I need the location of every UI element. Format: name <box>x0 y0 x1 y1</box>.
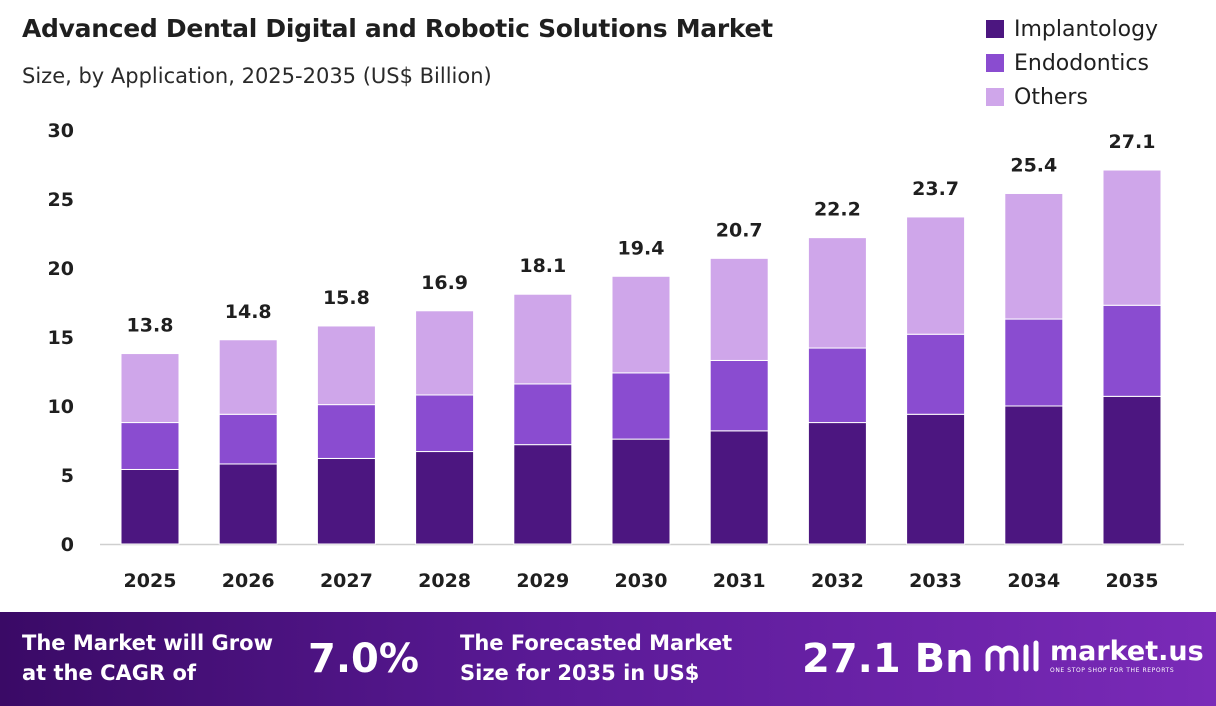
bar-segment-others <box>709 257 769 361</box>
market-us-logo: market.us ONE STOP SHOP FOR THE REPORTS <box>984 638 1204 676</box>
forecast-label-line2: Size for 2035 in US$ <box>460 661 700 685</box>
logo-name: market.us <box>1050 636 1204 667</box>
cagr-label-line2: at the CAGR of <box>22 661 197 685</box>
bar-segment-endodontics <box>709 359 769 432</box>
bar-segment-endodontics <box>1102 304 1162 397</box>
bar-segment-others <box>611 275 671 374</box>
bar-segment-endodontics <box>415 394 475 453</box>
bar-segment-implantology <box>611 438 671 545</box>
chart-legend: Implantology Endodontics Others <box>986 12 1158 114</box>
y-tick-label: 25 <box>48 189 74 211</box>
forecast-label-line1: The Forecasted Market <box>460 631 733 655</box>
x-tick-label: 2030 <box>615 570 668 592</box>
footer-banner: The Market will Grow at the CAGR of 7.0%… <box>0 612 1216 706</box>
bar-segment-implantology <box>709 430 769 545</box>
bar-total-label: 13.8 <box>127 315 174 337</box>
bar-segment-implantology <box>415 451 475 545</box>
x-tick-label: 2035 <box>1106 570 1159 592</box>
forecast-label: The Forecasted Market Size for 2035 in U… <box>460 628 732 688</box>
bar-segment-implantology <box>218 463 278 545</box>
bar-segment-others <box>1102 169 1162 306</box>
bar-segment-endodontics <box>513 383 573 446</box>
bar-segment-implantology <box>120 468 180 545</box>
bar-segment-endodontics <box>611 372 671 440</box>
cagr-value: 7.0% <box>308 636 419 682</box>
y-tick-label: 5 <box>61 465 74 487</box>
x-tick-label: 2026 <box>222 570 275 592</box>
bar-segment-implantology <box>807 422 867 545</box>
legend-item-implantology: Implantology <box>986 12 1158 46</box>
bar-total-label: 25.4 <box>1010 154 1057 176</box>
x-tick-label: 2033 <box>909 570 962 592</box>
bar-segment-others <box>316 325 376 406</box>
x-tick-label: 2032 <box>811 570 864 592</box>
bar-total-label: 23.7 <box>912 178 959 200</box>
y-tick-label: 20 <box>48 258 74 280</box>
bar-total-label: 16.9 <box>421 272 468 294</box>
bar-segment-implantology <box>906 413 966 545</box>
bar-segment-implantology <box>1102 395 1162 545</box>
bar-total-label: 14.8 <box>225 301 272 323</box>
y-tick-label: 30 <box>48 120 74 142</box>
bar-segment-implantology <box>1004 405 1064 545</box>
bar-segment-endodontics <box>120 422 180 470</box>
bar-segment-endodontics <box>906 333 966 415</box>
bar-segment-implantology <box>513 444 573 545</box>
x-tick-label: 2034 <box>1007 570 1060 592</box>
bar-total-label: 20.7 <box>716 219 763 241</box>
legend-swatch-endodontics <box>986 54 1004 72</box>
chart-title: Advanced Dental Digital and Robotic Solu… <box>22 14 773 43</box>
y-tick-label: 10 <box>48 396 74 418</box>
bar-segment-implantology <box>316 457 376 545</box>
legend-label-others: Others <box>1014 84 1088 110</box>
x-tick-label: 2028 <box>418 570 471 592</box>
legend-item-others: Others <box>986 80 1158 114</box>
market-us-logo-icon <box>985 640 1039 672</box>
cagr-label-line1: The Market will Grow <box>22 631 273 655</box>
bar-total-label: 27.1 <box>1109 131 1156 153</box>
bar-segment-others <box>415 310 475 396</box>
bar-segment-others <box>120 353 180 424</box>
bar-segment-endodontics <box>1004 318 1064 407</box>
y-tick-label: 15 <box>48 327 74 349</box>
bar-segment-endodontics <box>218 413 278 465</box>
bar-total-label: 15.8 <box>323 287 370 309</box>
legend-swatch-implantology <box>986 20 1004 38</box>
bar-total-label: 22.2 <box>814 199 861 221</box>
bar-segment-others <box>218 339 278 415</box>
logo-tagline: ONE STOP SHOP FOR THE REPORTS <box>1050 667 1175 674</box>
bar-segment-others <box>906 216 966 335</box>
bar-chart: 05101520253013.8202514.8202615.8202716.9… <box>48 120 1184 592</box>
chart-subtitle: Size, by Application, 2025-2035 (US$ Bil… <box>22 64 492 88</box>
x-tick-label: 2025 <box>124 570 177 592</box>
bar-segment-others <box>513 293 573 385</box>
bar-segment-others <box>807 237 867 349</box>
bar-segment-endodontics <box>316 404 376 459</box>
forecast-value: 27.1 Bn <box>802 636 974 682</box>
x-tick-label: 2029 <box>516 570 569 592</box>
legend-swatch-others <box>986 88 1004 106</box>
legend-label-endodontics: Endodontics <box>1014 50 1149 76</box>
legend-item-endodontics: Endodontics <box>986 46 1158 80</box>
bar-total-label: 18.1 <box>519 255 566 277</box>
legend-label-implantology: Implantology <box>1014 16 1159 42</box>
y-tick-label: 0 <box>61 534 74 556</box>
bar-segment-endodontics <box>807 347 867 424</box>
cagr-label: The Market will Grow at the CAGR of <box>22 628 273 688</box>
bar-segment-others <box>1004 192 1064 320</box>
bar-total-label: 19.4 <box>618 237 665 259</box>
x-tick-label: 2031 <box>713 570 766 592</box>
x-tick-label: 2027 <box>320 570 373 592</box>
